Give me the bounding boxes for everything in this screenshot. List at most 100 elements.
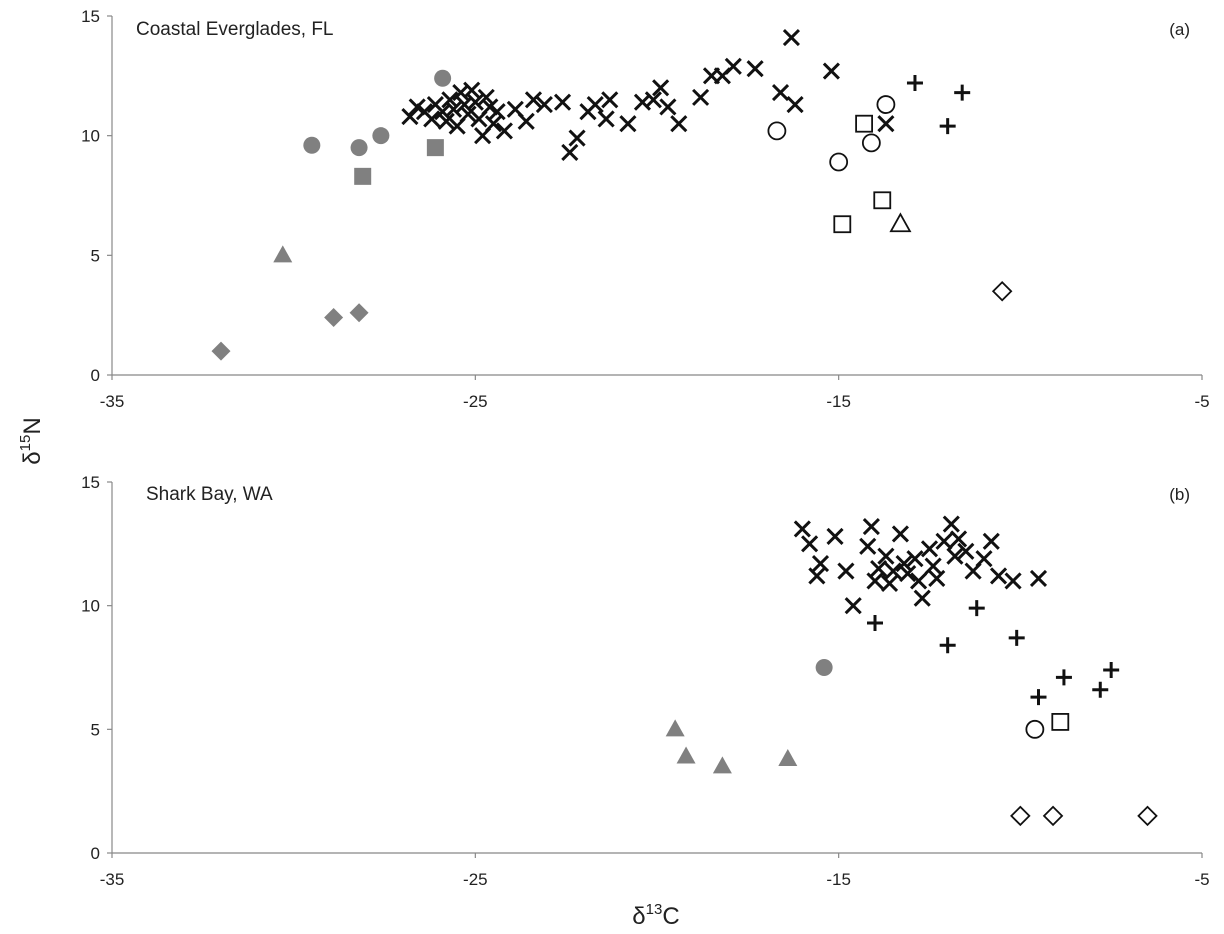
panel-a-point-open-x <box>553 93 572 111</box>
panel-b-point-open-x <box>811 555 830 573</box>
panel-a-point-open-x <box>586 95 604 114</box>
panel-b-point-filled-triangle <box>778 749 798 767</box>
panel-b-point-open-x <box>837 562 855 580</box>
panel-a-point-open-x <box>782 28 800 47</box>
panel-b-point-open-x <box>942 515 960 533</box>
panel-b-point-open-x <box>895 555 913 573</box>
panel-a-x-tick-label: -25 <box>463 392 488 411</box>
panel-a-point-filled-circle <box>372 127 390 145</box>
panel-a-y-tick-label: 10 <box>81 127 100 146</box>
panel-a-point-filled-square <box>354 167 372 185</box>
panel-b-point-open-plus <box>1092 681 1109 698</box>
panel-a-point-filled-diamond <box>324 308 344 328</box>
panel-a-point-open-circle <box>829 152 849 172</box>
panel-a-point-open-x <box>495 122 513 140</box>
panel-b-point-open-x <box>982 532 1000 550</box>
panel-b-point-open-x <box>989 567 1008 585</box>
panel-b-y-tick-label: 15 <box>81 473 100 492</box>
panel-a-point-open-x <box>561 143 579 161</box>
panel-a-x-tick-label: -35 <box>100 392 125 411</box>
panel-b-point-open-x <box>899 564 917 583</box>
panel-a-point-open-x <box>670 115 688 133</box>
panel-a-point-filled-circle <box>303 136 321 154</box>
panel-a-point-filled-diamond <box>211 341 231 361</box>
panel-b-point-open-diamond <box>1137 805 1158 827</box>
panel-a-point-filled-diamond <box>349 303 369 323</box>
panel-b-point-open-plus <box>1103 661 1120 678</box>
panel-a-point-open-x <box>484 115 503 133</box>
panel-b-point-open-x <box>870 560 888 578</box>
panel-a-point-open-x <box>463 81 481 99</box>
panel-a-point-open-x <box>441 91 459 109</box>
panel-b-x-tick-label: -5 <box>1194 870 1209 889</box>
panel-b-point-open-x <box>1004 572 1022 590</box>
panel-b-point-open-x <box>924 557 942 575</box>
panel-a-point-open-circle <box>876 95 896 114</box>
panel-a-label: (a) <box>1169 20 1190 39</box>
panel-a-point-open-x <box>423 110 441 128</box>
panel-a-y-tick-label: 15 <box>81 7 100 26</box>
panel-a-point-open-x <box>477 88 495 106</box>
panel-b-point-open-plus <box>968 600 985 617</box>
panel-b-point-open-x <box>906 550 924 568</box>
panel-a-point-open-x <box>692 88 710 106</box>
panel-a-point-open-x <box>466 93 484 111</box>
panel-a-coastal-everglades: Coastal Everglades, FL (a) 0 5 10 15 -35 -25 -… <box>81 7 1209 411</box>
y-axis-label-element: N <box>19 417 46 434</box>
panel-a-point-open-x <box>597 110 615 128</box>
panel-b-point-open-x <box>866 572 884 590</box>
panel-b-y-tick-label: 10 <box>81 597 100 616</box>
panel-a-point-open-square <box>855 114 873 133</box>
x-axis-label-delta: δ <box>632 903 645 930</box>
panel-a-point-open-x <box>524 91 543 109</box>
panel-a-point-open-circle <box>861 133 881 153</box>
panel-b-point-open-x <box>891 525 909 543</box>
panel-a-point-open-x <box>822 62 840 80</box>
panel-a-y-tick-label: 0 <box>91 366 100 385</box>
panel-b-y-tick-label: 5 <box>91 720 100 739</box>
panel-b-point-open-x <box>975 550 993 568</box>
panel-b-point-open-x <box>793 520 811 538</box>
panel-a-y-tick-label: 5 <box>91 246 100 265</box>
panel-b-point-open-plus <box>1008 629 1025 646</box>
panel-b-point-open-x <box>957 542 975 560</box>
panel-b-point-open-plus <box>1055 669 1072 686</box>
panel-b-point-open-x <box>801 535 819 553</box>
panel-a-point-open-x <box>659 98 677 116</box>
panel-a-point-filled-triangle <box>273 245 293 263</box>
panel-a-point-open-x <box>619 115 637 133</box>
panel-b-point-open-circle <box>1025 719 1045 739</box>
panel-a-point-open-x <box>444 100 463 118</box>
panel-b-point-open-x <box>935 532 953 550</box>
x-axis-label-sup: 13 <box>646 901 663 918</box>
panel-b-point-open-x <box>884 562 902 580</box>
panel-a-point-open-circle <box>767 121 787 141</box>
panel-b-x-tick-label: -35 <box>100 870 125 889</box>
panel-a-title: Coastal Everglades, FL <box>136 19 334 40</box>
panel-b-point-open-x <box>877 547 895 565</box>
panel-a-point-open-x <box>459 105 477 123</box>
panel-a-x-tick-label: -5 <box>1194 392 1209 411</box>
panel-b-point-open-x <box>920 540 939 558</box>
panel-b-shark-bay: Shark Bay, WA (b) 0 5 10 15 -35 -25 -15 -5 <box>81 473 1209 889</box>
panel-a-point-open-x <box>517 112 535 130</box>
panel-a-point-open-x <box>644 91 662 109</box>
panel-a-x-tick-label: -15 <box>826 392 851 411</box>
panel-b-point-filled-triangle <box>712 756 732 774</box>
panel-b-point-open-plus <box>939 637 956 654</box>
panel-a-point-open-x <box>786 95 804 114</box>
panel-b-point-open-x <box>862 517 880 536</box>
panel-a-point-open-plus <box>939 118 956 135</box>
panel-a-point-open-x <box>535 95 553 114</box>
panel-b-point-open-x <box>844 597 862 615</box>
panel-b-point-open-diamond <box>1042 805 1064 827</box>
panel-b-point-filled-circle <box>815 659 833 676</box>
panel-b-point-open-x <box>913 589 931 607</box>
panel-a-point-filled-circle <box>434 69 452 87</box>
panel-b-point-open-x <box>880 574 899 592</box>
panel-a-point-open-plus <box>906 75 923 92</box>
panel-a-point-open-x <box>877 115 895 133</box>
panel-b-point-open-x <box>859 537 877 555</box>
panel-a-point-open-x <box>488 103 506 121</box>
